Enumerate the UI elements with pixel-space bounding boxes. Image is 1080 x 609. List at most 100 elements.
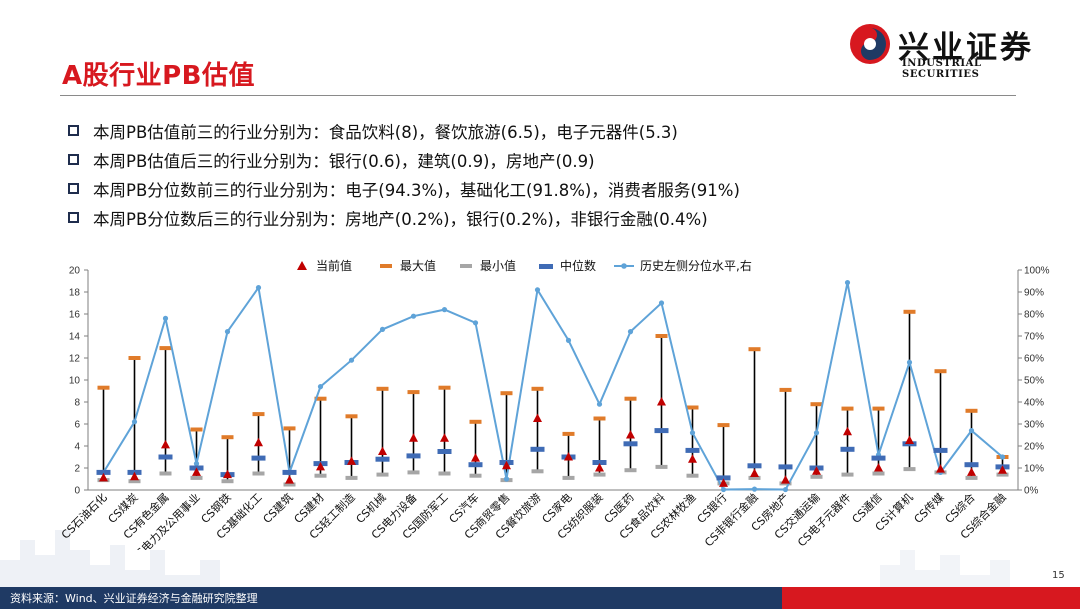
max-marker [810, 402, 823, 407]
min-marker [159, 471, 172, 476]
category-label: CS石油石化 [58, 490, 109, 541]
current-value-marker [688, 454, 697, 463]
max-marker [717, 423, 730, 428]
median-marker [592, 460, 607, 465]
summary-bullets: 本周PB估值前三的行业分别为：食品饮料(8)，餐饮旅游(6.5)，电子元器件(5… [68, 116, 740, 232]
title-divider [60, 95, 1016, 96]
min-marker [810, 474, 823, 479]
min-marker [965, 475, 978, 480]
summary-bullet: 本周PB分位数前三的行业分别为：电子(94.3%)，基础化工(91.8%)，消费… [68, 174, 740, 203]
min-marker [593, 472, 606, 477]
current-value-marker [812, 466, 821, 475]
current-value-marker [595, 463, 604, 472]
brand-logo: 兴业证券 INDUSTRIAL SECURITIES [848, 22, 1058, 80]
max-marker [593, 416, 606, 421]
max-marker [283, 426, 296, 431]
current-value-marker [192, 467, 201, 476]
current-value-marker [998, 465, 1007, 474]
current-value-marker [657, 397, 666, 406]
median-marker [933, 447, 948, 453]
min-marker [438, 471, 451, 476]
legend-label: 当前值 [316, 258, 352, 273]
source-note: 资料来源：Wind、兴业证券经济与金融研究院整理 [10, 592, 258, 605]
current-value-marker [223, 469, 232, 479]
left-tick-label: 8 [74, 398, 80, 409]
current-value-marker [378, 446, 387, 455]
category-label: CS传媒 [911, 491, 946, 526]
percentile-point [565, 337, 572, 343]
max-marker [97, 385, 110, 390]
min-marker [531, 469, 544, 474]
median-marker [747, 463, 762, 469]
percentile-point [224, 329, 231, 335]
percentile-point [348, 357, 355, 363]
right-tick-label: 30% [1024, 420, 1044, 431]
right-tick-label: 10% [1024, 464, 1044, 475]
percentile-point [658, 300, 665, 306]
summary-bullet: 本周PB分位数后三的行业分别为：房地产(0.2%)，银行(0.2%)，非银行金融… [68, 203, 740, 232]
right-tick-label: 90% [1024, 288, 1044, 299]
median-marker [375, 456, 390, 462]
skyline-decoration [0, 530, 1010, 588]
min-marker [686, 473, 699, 478]
max-marker [469, 419, 482, 424]
current-value-marker [967, 467, 976, 476]
marker-layer [96, 397, 1010, 487]
max-marker [376, 386, 389, 391]
current-value-marker [564, 452, 573, 461]
current-value-marker [874, 463, 883, 472]
median-marker [96, 469, 111, 475]
max-marker [531, 386, 544, 391]
legend-max-icon [380, 264, 392, 268]
legend-min-icon [460, 264, 472, 268]
max-marker [438, 385, 451, 390]
current-value-marker [440, 433, 449, 442]
max-marker [128, 356, 141, 360]
page-number: 15 [1052, 570, 1065, 581]
percentile-point [410, 313, 417, 319]
min-marker [996, 472, 1009, 477]
max-marker [655, 334, 668, 338]
min-marker [376, 472, 389, 477]
footer-accent [782, 587, 1080, 609]
category-label: CS非银行金融 [701, 490, 760, 549]
label-layer: 0 2 4 6 8 10 12 14 16 18 20 0% 10% 20% 30% 40% 50% 60% 70%… [58, 266, 1049, 551]
right-tick-label: 70% [1024, 332, 1044, 343]
legend-label: 最大值 [400, 258, 436, 273]
median-marker [623, 441, 638, 447]
percentile-point [782, 486, 789, 493]
legend-label: 最小值 [480, 258, 516, 273]
bullet-box-icon [68, 125, 79, 136]
min-marker [407, 470, 420, 475]
max-marker [624, 396, 637, 401]
legend-median-icon [539, 264, 553, 269]
max-marker [345, 414, 358, 419]
min-marker [903, 467, 916, 472]
current-value-marker [316, 461, 325, 471]
percentile-point [162, 315, 169, 321]
logo-english-name: INDUSTRIAL SECURITIES [902, 58, 982, 80]
current-value-marker [781, 475, 790, 484]
percentile-line-layer [100, 279, 1006, 493]
bullet-box-icon [68, 212, 79, 223]
percentile-point [751, 486, 758, 492]
percentile-point [379, 326, 386, 332]
legend-percentile-dot [621, 263, 627, 269]
max-marker [314, 396, 327, 401]
max-marker [903, 309, 916, 314]
bullet-box-icon [68, 183, 79, 194]
min-marker [748, 475, 761, 480]
bullet-text: 本周PB分位数前三的行业分别为：电子(94.3%)，基础化工(91.8%)，消费… [93, 180, 740, 200]
median-marker [530, 446, 545, 452]
chart-legend: 当前值 最大值 最小值 中位数 历史左侧分位水平,右 [297, 258, 752, 273]
percentile-point [999, 454, 1006, 460]
max-marker [934, 369, 947, 374]
percentile-point [317, 384, 324, 390]
current-value-marker [843, 426, 852, 436]
percentile-point [844, 279, 851, 286]
percentile-point [813, 430, 820, 436]
min-marker [872, 471, 885, 476]
right-tick-label: 80% [1024, 310, 1044, 321]
left-tick-label: 4 [74, 442, 80, 453]
max-marker [965, 408, 978, 413]
